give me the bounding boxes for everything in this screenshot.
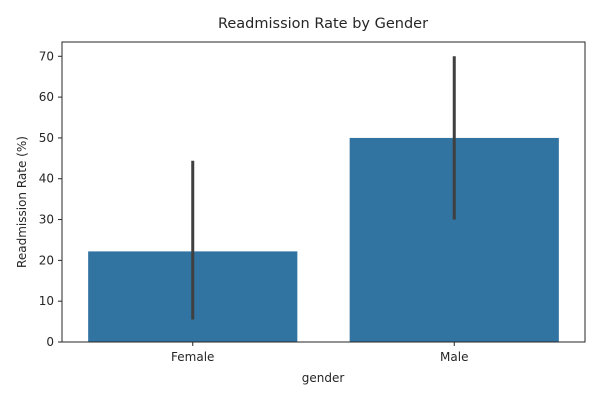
- y-tick-label: 0: [46, 335, 54, 349]
- chart-title: Readmission Rate by Gender: [218, 16, 428, 32]
- plot-frame: [61, 41, 586, 343]
- plot-area: [61, 41, 586, 343]
- y-tick-label: 40: [39, 172, 54, 186]
- y-tick-label: 50: [39, 131, 54, 145]
- y-tick-label: 60: [39, 90, 54, 104]
- y-axis: 0 10 20 30 40 50 60 70: [39, 49, 62, 349]
- y-tick-label: 70: [39, 49, 54, 63]
- x-tick-label: Male: [440, 350, 468, 364]
- y-tick-label: 20: [39, 253, 54, 267]
- x-axis: Female Male: [171, 342, 468, 364]
- y-tick-label: 30: [39, 213, 54, 227]
- x-axis-label: gender: [302, 371, 345, 385]
- x-tick-label: Female: [171, 350, 214, 364]
- y-axis-label: Readmission Rate (%): [15, 136, 29, 268]
- y-tick-label: 10: [39, 294, 54, 308]
